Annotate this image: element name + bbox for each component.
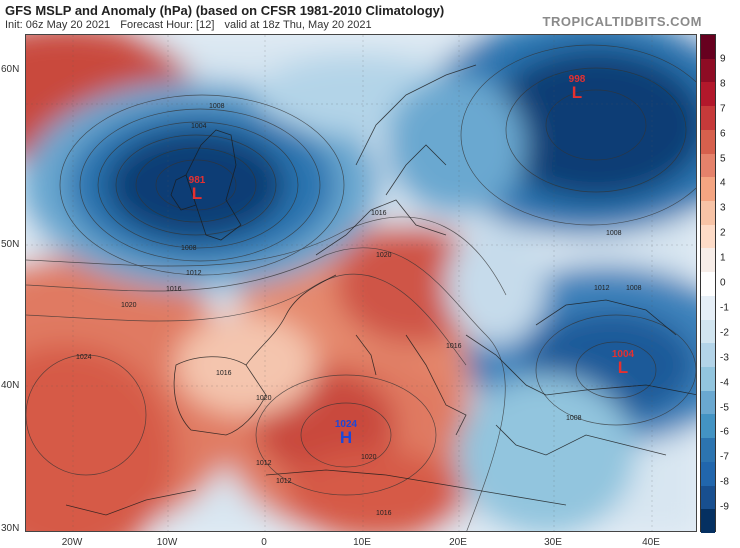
lon-label: 0 <box>261 537 267 548</box>
colorbar-tick: -7 <box>720 451 729 463</box>
colorbar-segment <box>701 390 715 415</box>
colorbar-segment <box>701 248 715 273</box>
isobar-label: 1020 <box>256 395 272 402</box>
low-turkey-marker: L <box>618 358 628 377</box>
isobar-labels: 1008 1004 1008 1012 1016 1020 1024 1020 … <box>26 35 642 517</box>
isobar-label: 1008 <box>566 415 582 422</box>
lat-label: 60N <box>1 64 20 75</box>
high-med-marker: H <box>340 428 352 447</box>
lat-label: 40N <box>1 380 20 391</box>
colorbar-segment <box>701 438 715 463</box>
anomaly-colorbar <box>700 34 716 534</box>
isobar-label: 1016 <box>371 210 387 217</box>
isobar-label: 1008 <box>181 245 197 252</box>
colorbar-segment <box>701 106 715 131</box>
map-subtitle: Init: 06z May 20 2021 Forecast Hour: [12… <box>5 19 379 31</box>
brand-watermark: TROPICALTIDBITS.COM <box>542 14 702 29</box>
colorbar-tick: 1 <box>720 252 726 264</box>
isobar-label: 1016 <box>446 343 462 350</box>
colorbar-segment <box>701 177 715 202</box>
colorbar-segment <box>701 224 715 249</box>
low-russia-value: 998 <box>569 74 586 85</box>
colorbar-segment <box>701 319 715 344</box>
colorbar-segment <box>701 201 715 226</box>
colorbar-tick: 5 <box>720 153 726 164</box>
isobar-label: 1008 <box>209 103 225 110</box>
colorbar-segment <box>701 272 715 297</box>
lon-label: 30E <box>544 537 562 548</box>
anomaly-field <box>26 35 696 531</box>
isobar-label: 1016 <box>26 35 42 37</box>
isobar-label: 1012 <box>276 478 292 485</box>
map-title: GFS MSLP and Anomaly (hPa) (based on CFS… <box>5 3 445 18</box>
colorbar-tick: -9 <box>720 501 729 513</box>
colorbar-tick: 2 <box>720 227 726 239</box>
colorbar-segment <box>701 485 715 510</box>
anomaly-map[interactable]: 1008 1004 1008 1012 1016 1020 1024 1020 … <box>25 34 697 532</box>
colorbar-tick: -4 <box>720 377 729 389</box>
colorbar-segment <box>701 343 715 368</box>
colorbar-tick: 4 <box>720 177 726 189</box>
gridlines <box>26 35 696 531</box>
colorbar-tick: 6 <box>720 128 726 140</box>
isobar-label: 1020 <box>376 252 392 259</box>
colorbar-tick: -3 <box>720 352 729 364</box>
lon-label: 10E <box>353 537 371 548</box>
lon-label: 20W <box>61 537 83 548</box>
colorbar-tick: -1 <box>720 302 729 314</box>
lon-label: 10W <box>156 537 178 548</box>
lon-label: 40E <box>642 537 660 548</box>
isobar-label: 1012 <box>594 285 610 292</box>
colorbar-segment <box>701 82 715 107</box>
colorbar-segment <box>701 509 715 534</box>
forecast-hour: Forecast Hour: [12] <box>120 19 215 31</box>
isobar-label: 1016 <box>166 286 182 293</box>
colorbar-tick: 3 <box>720 202 726 214</box>
colorbar-segment <box>701 295 715 321</box>
colorbar-tick: -2 <box>720 327 729 339</box>
high-med-value: 1024 <box>335 419 358 430</box>
lat-label: 50N <box>1 239 20 250</box>
isobar-label: 1020 <box>361 454 377 461</box>
isobar-label: 1020 <box>121 302 137 309</box>
coastlines <box>65 64 696 516</box>
colorbar-segment <box>701 35 715 60</box>
colorbar-segment <box>701 461 715 487</box>
low-uk-marker: L <box>192 184 202 203</box>
low-turkey-value: 1004 <box>612 349 635 360</box>
colorbar-tick: 9 <box>720 53 726 65</box>
colorbar-segment <box>701 153 715 178</box>
map-canvas: 1008 1004 1008 1012 1016 1020 1024 1020 … <box>26 35 696 531</box>
isobar-label: 1016 <box>376 510 392 517</box>
colorbar-segment <box>701 129 715 155</box>
colorbar-tick: 0 <box>720 277 726 289</box>
isobar-label: 1016 <box>216 370 232 377</box>
lat-label: 30N <box>1 523 20 534</box>
isobars <box>26 44 696 531</box>
isobar-label: 1008 <box>606 230 622 237</box>
init-time: Init: 06z May 20 2021 <box>5 19 111 31</box>
colorbar-tick: -6 <box>720 426 729 438</box>
isobar-label: 1012 <box>186 270 202 277</box>
colorbar-segment <box>701 414 715 439</box>
valid-time: valid at 18z Thu, May 20 2021 <box>224 19 372 31</box>
isobar-label: 1008 <box>626 285 642 292</box>
isobar-label: 1012 <box>256 460 272 467</box>
isobar-label: 1004 <box>191 123 207 130</box>
isobar-label: 1024 <box>76 354 92 361</box>
colorbar-tick: 7 <box>720 103 726 115</box>
colorbar-tick: -5 <box>720 402 729 413</box>
colorbar-tick: 8 <box>720 78 726 90</box>
colorbar-tick: -8 <box>720 476 729 488</box>
low-uk-value: 981 <box>189 175 206 186</box>
colorbar-segment <box>701 367 715 392</box>
colorbar-segment <box>701 58 715 83</box>
lon-label: 20E <box>449 537 467 548</box>
low-russia-marker: L <box>572 83 582 102</box>
